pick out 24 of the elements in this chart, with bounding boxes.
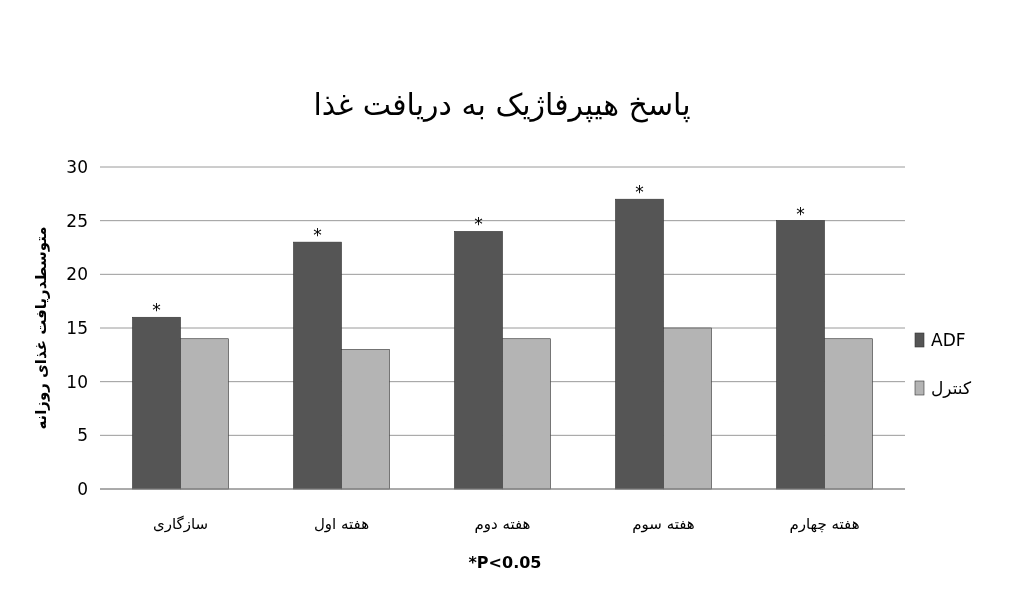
x-tick-label: سازگاری xyxy=(152,515,209,533)
annotation: * xyxy=(474,214,483,235)
legend-entry: ADF xyxy=(914,330,966,350)
y-tick-label: 15 xyxy=(66,318,88,338)
x-tick-label: هفته چهارم xyxy=(789,515,860,533)
chart-title: پاسخ هیپرفاژیک به دریافت غذا xyxy=(313,87,691,123)
y-tick-label: 0 xyxy=(77,479,88,499)
text: *P<0.05 xyxy=(468,553,542,572)
annotation: * xyxy=(313,225,322,246)
x-tick-label: هفته دوم xyxy=(474,515,531,533)
legend-label: کنترل xyxy=(931,378,972,398)
x-tick-label: هفته اول xyxy=(313,515,370,533)
legend-entry: کنترل xyxy=(914,378,972,398)
x-tick-label: هفته سوم xyxy=(632,515,695,533)
y-tick-label: 30 xyxy=(66,157,88,177)
y-axis-title: متوسطدریافت غذای روزانه xyxy=(32,226,50,430)
annotation: * xyxy=(635,182,644,203)
y-tick-label: 10 xyxy=(66,371,88,392)
y-tick-label: 25 xyxy=(66,210,88,231)
y-tick-label: 20 xyxy=(66,264,88,285)
legend-label: ADF xyxy=(931,330,966,350)
annotation: * xyxy=(152,300,161,321)
y-tick-label: 5 xyxy=(77,425,88,446)
annotation: * xyxy=(796,203,805,224)
